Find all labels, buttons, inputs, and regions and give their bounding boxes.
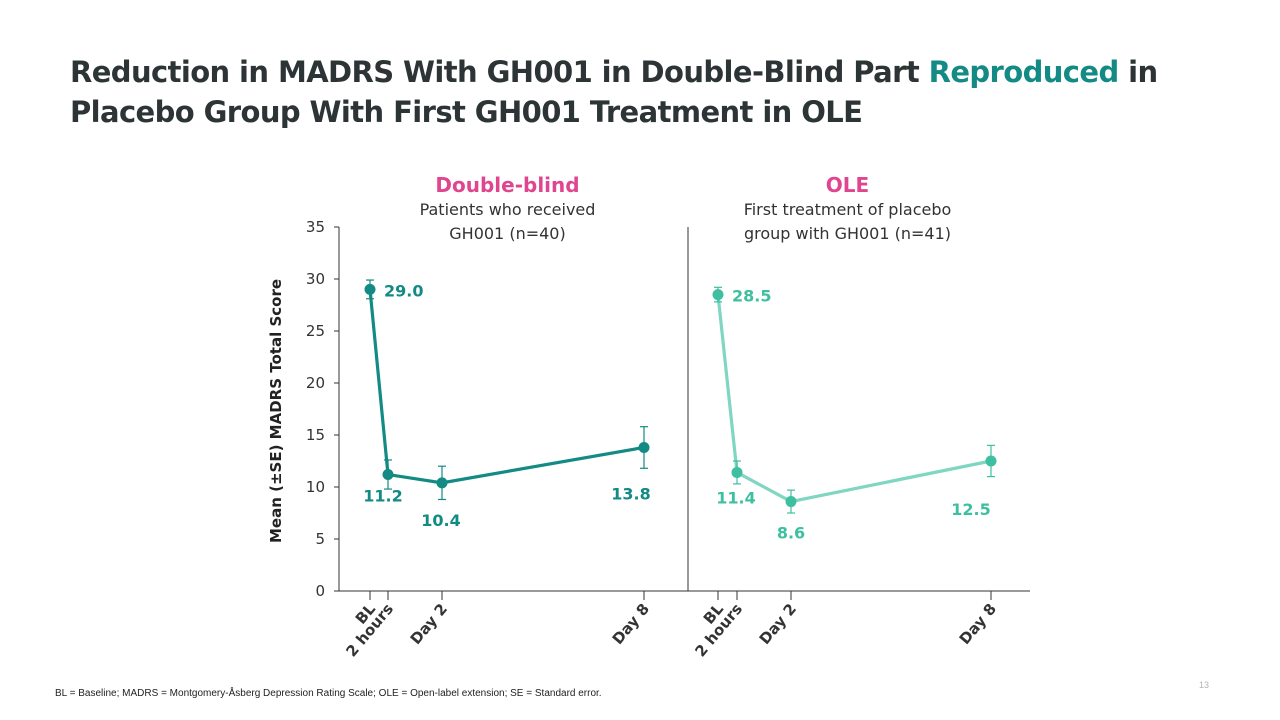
panel-subtitle-line-2: group with GH001 (n=41) <box>743 224 952 243</box>
y-tick-label: 5 <box>315 530 325 548</box>
y-tick-label: 25 <box>306 322 325 340</box>
x-tick-label: Day 8 <box>956 600 1000 648</box>
data-label: 11.2 <box>363 487 402 506</box>
panel-title: Double-blind <box>435 173 580 197</box>
data-point <box>785 496 797 508</box>
data-point <box>382 469 394 481</box>
y-tick-label: 20 <box>306 374 325 392</box>
y-tick-label: 0 <box>315 582 325 600</box>
data-label: 11.4 <box>716 488 755 507</box>
page-number: 13 <box>1199 680 1210 690</box>
panel-subtitle-line-1: First treatment of placebo <box>743 200 952 219</box>
y-axis-title: Mean (±SE) MADRS Total Score <box>267 279 285 543</box>
x-tick-label: Day 2 <box>407 600 451 648</box>
axes: 0 5 10 15 20 25 30 35 Mean (±SE) MADRS Total Sco… <box>267 218 1030 660</box>
panel-header-double-blind: Double-blind Patients who received GH001… <box>380 172 635 246</box>
series-line <box>716 294 992 504</box>
y-tick-label: 10 <box>306 478 325 496</box>
title-part-1: Reduction in MADRS With GH001 in Double-… <box>70 55 929 89</box>
data-point <box>638 441 650 453</box>
data-point <box>364 283 376 295</box>
title-accent: Reproduced <box>928 55 1120 89</box>
data-point <box>436 477 448 489</box>
x-tick-label: Day 2 <box>756 600 800 648</box>
data-label: 8.6 <box>777 524 805 543</box>
data-point <box>731 466 743 478</box>
data-point <box>985 455 997 467</box>
slide-title: Reduction in MADRS With GH001 in Double-… <box>70 52 1220 132</box>
y-tick-label: 30 <box>306 270 325 288</box>
x-tick-label: Day 8 <box>609 600 653 648</box>
y-tick-label: 35 <box>306 218 325 236</box>
data-label: 10.4 <box>421 511 460 530</box>
y-tick-label: 15 <box>306 426 325 444</box>
panel-subtitle-line-2: GH001 (n=40) <box>449 224 566 243</box>
data-label: 13.8 <box>611 484 650 503</box>
series-ole: 28.5 11.4 8.6 12.5 <box>712 287 997 543</box>
panel-subtitle-line-1: Patients who received <box>419 200 596 219</box>
series-line <box>368 289 645 485</box>
footnote: BL = Baseline; MADRS = Montgomery-Åsberg… <box>55 688 602 699</box>
data-label: 28.5 <box>732 287 771 306</box>
data-label: 29.0 <box>384 281 423 300</box>
title-part-2: in Placebo Group With First GH001 Treatm… <box>70 55 1158 129</box>
series-double-blind: 29.0 11.2 10.4 13.8 <box>363 279 651 530</box>
data-label: 12.5 <box>951 500 990 519</box>
data-point <box>712 289 724 301</box>
panel-header-ole: OLE First treatment of placebo group wit… <box>715 172 980 246</box>
panel-title: OLE <box>825 173 870 197</box>
series-layer: 29.0 11.2 10.4 13.8 28.5 11.4 8.6 12.5 <box>363 279 997 543</box>
